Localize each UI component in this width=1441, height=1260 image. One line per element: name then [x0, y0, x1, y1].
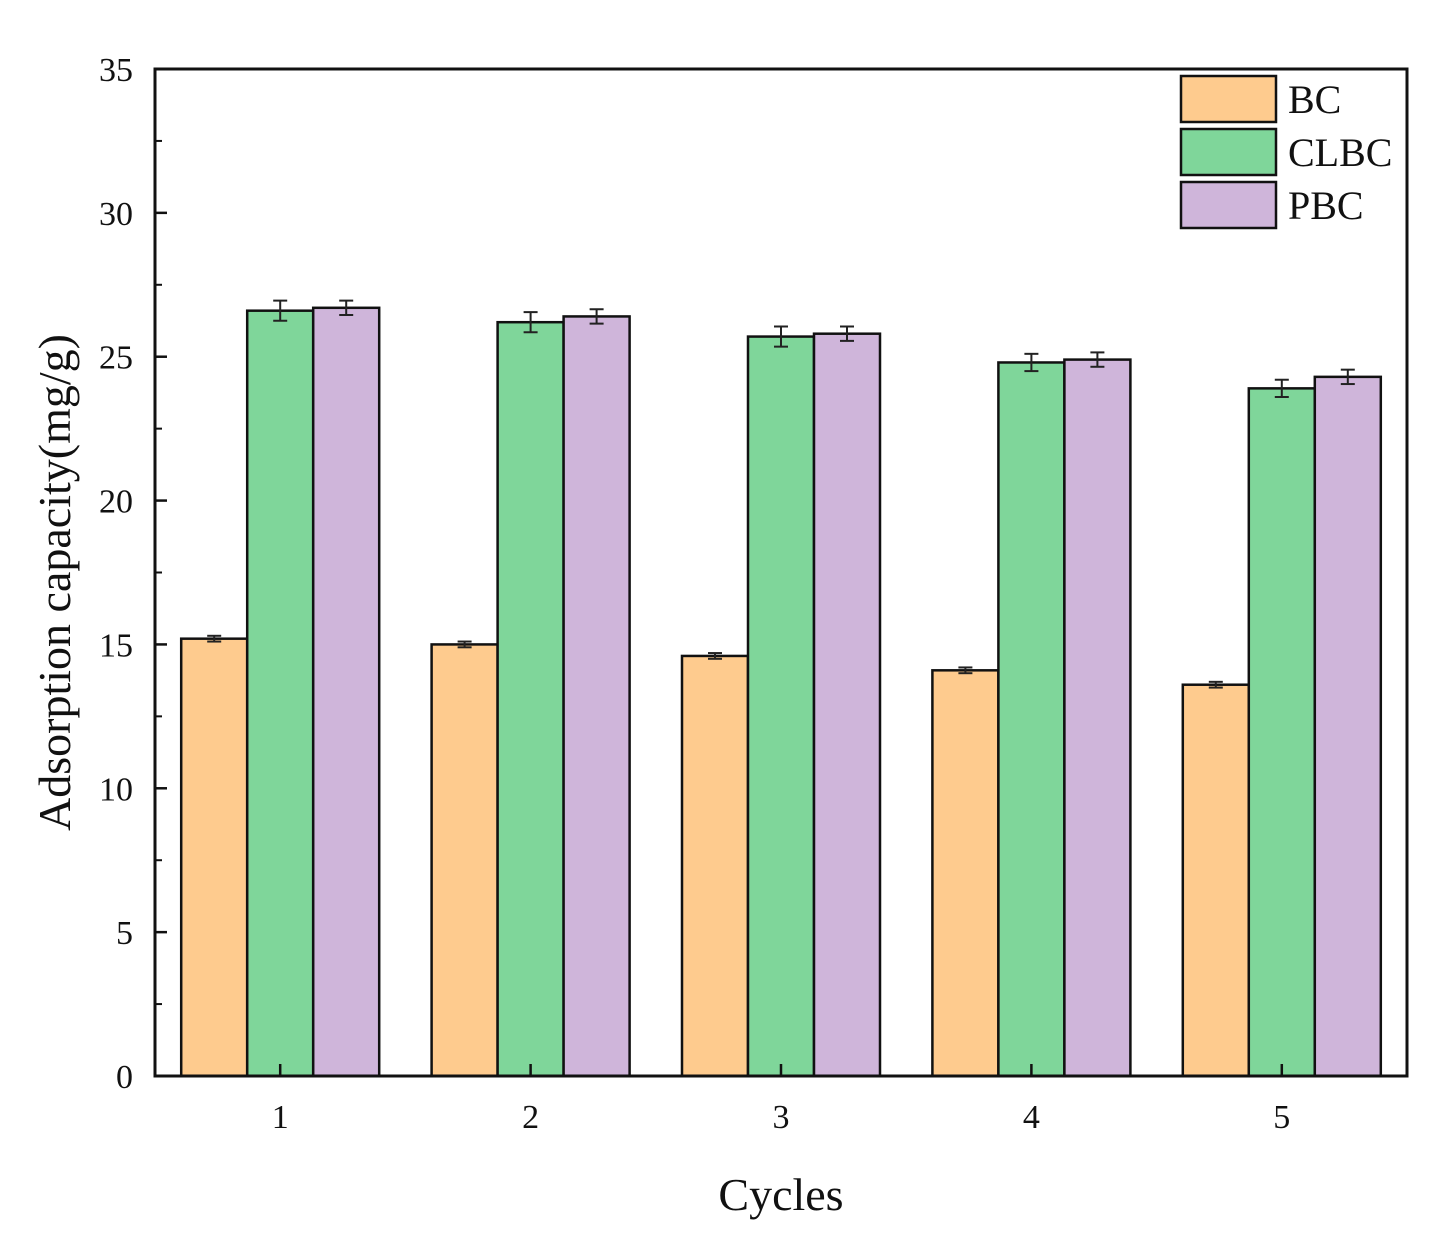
x-tick-label-4: 4 — [1023, 1099, 1040, 1136]
y-tick-label-35: 35 — [99, 52, 133, 89]
bar-bc-cycle-3 — [680, 654, 750, 1078]
legend-swatch-pbc — [1179, 180, 1278, 230]
error-bar-clbc-cycle-4 — [1024, 352, 1039, 373]
x-tick-label-5: 5 — [1273, 1099, 1290, 1136]
bar-pbc-cycle-1 — [311, 306, 381, 1078]
x-tick-label-1: 1 — [272, 1099, 289, 1136]
legend-label-bc: BC — [1288, 77, 1341, 122]
bar-bc-cycle-2 — [430, 643, 499, 1078]
plot-frame — [153, 67, 1409, 1078]
y-tick-label-30: 30 — [99, 196, 133, 233]
bar-pbc-cycle-4 — [1063, 358, 1132, 1078]
y-axis-title: Adsorption capacity(mg/g) — [29, 334, 80, 831]
error-bar-pbc-cycle-1 — [339, 299, 354, 316]
error-bar-pbc-cycle-4 — [1090, 351, 1105, 368]
bar-bc-cycle-5 — [1181, 683, 1251, 1078]
error-bar-pbc-cycle-3 — [840, 325, 854, 342]
error-bar-bc-cycle-5 — [1208, 680, 1223, 689]
error-bar-bc-cycle-2 — [457, 640, 472, 649]
error-bar-bc-cycle-4 — [958, 666, 973, 675]
legend-swatch-clbc — [1179, 127, 1278, 177]
bar-pbc-cycle-3 — [812, 332, 882, 1078]
error-bar-pbc-cycle-5 — [1340, 368, 1355, 386]
error-bar-bc-cycle-3 — [708, 652, 722, 660]
y-tick-label-10: 10 — [99, 771, 133, 808]
error-bar-pbc-cycle-2 — [589, 308, 604, 325]
bar-clbc-cycle-3 — [746, 335, 816, 1078]
error-bar-clbc-cycle-3 — [774, 325, 788, 348]
x-tick-label-3: 3 — [773, 1099, 790, 1136]
bar-clbc-cycle-4 — [997, 361, 1066, 1078]
bar-pbc-cycle-2 — [562, 315, 631, 1078]
legend-label-pbc: PBC — [1288, 183, 1364, 228]
error-bar-bc-cycle-1 — [207, 634, 222, 643]
legend: BC CLBC PBC — [1179, 74, 1392, 230]
x-tick-label-2: 2 — [522, 1099, 539, 1136]
y-tick-label-5: 5 — [116, 915, 133, 952]
bar-pbc-cycle-5 — [1313, 375, 1383, 1078]
bar-bc-cycle-4 — [931, 669, 1000, 1078]
legend-swatch-bc — [1179, 74, 1278, 124]
bars-layer — [179, 299, 1383, 1078]
bar-bc-cycle-1 — [179, 637, 249, 1078]
y-tick-label-15: 15 — [99, 627, 133, 664]
y-tick-label-25: 25 — [99, 340, 133, 377]
error-bar-clbc-cycle-1 — [273, 299, 288, 322]
bar-clbc-cycle-2 — [496, 320, 565, 1078]
y-tick-label-0: 0 — [116, 1059, 133, 1096]
x-axis-title: Cycles — [718, 1169, 843, 1220]
y-tick-label-20: 20 — [99, 484, 133, 521]
error-bar-clbc-cycle-5 — [1274, 378, 1289, 398]
bar-clbc-cycle-5 — [1247, 387, 1317, 1078]
ticks-layer: 1 2 3 4 5 0 5 10 15 20 25 30 35 — [99, 52, 1290, 1136]
bar-clbc-cycle-1 — [245, 309, 315, 1078]
error-bar-clbc-cycle-2 — [523, 311, 538, 334]
legend-label-clbc: CLBC — [1288, 130, 1392, 175]
